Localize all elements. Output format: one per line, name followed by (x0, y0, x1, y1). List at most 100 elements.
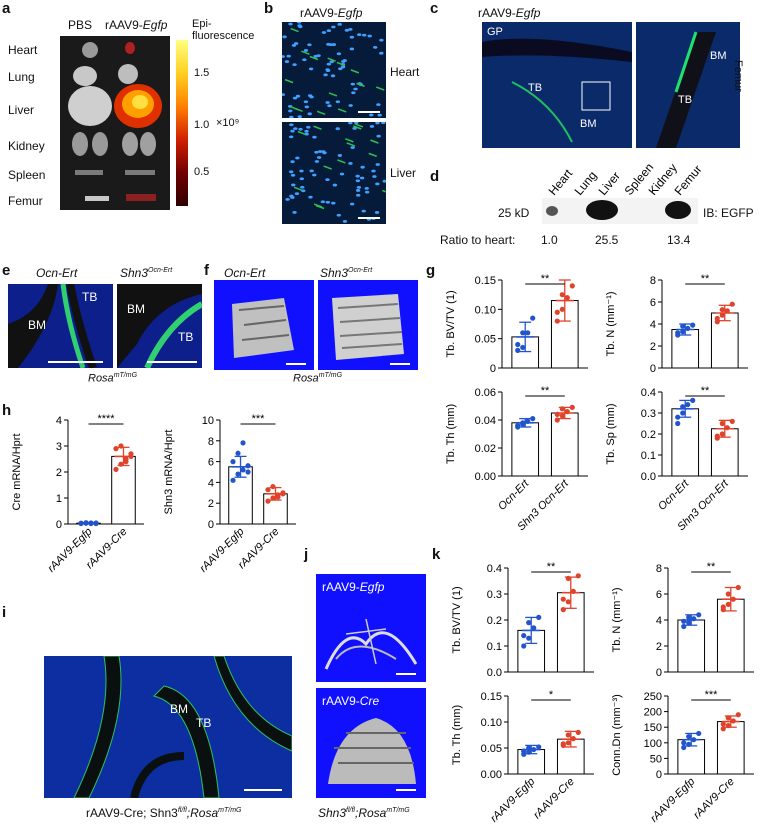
nucleus (295, 94, 301, 98)
nucleus (356, 185, 362, 189)
y-tick-label: 150 (644, 722, 662, 734)
data-point (565, 599, 571, 605)
y-tick-label: 0.10 (475, 304, 496, 316)
organ-label-liver: Liver (8, 103, 35, 117)
label-bm: BM (580, 118, 597, 130)
data-point (719, 431, 725, 437)
nucleus (359, 176, 365, 180)
nucleus (332, 183, 338, 187)
nucleus (293, 127, 298, 130)
gfp-signal (313, 125, 322, 130)
data-point (113, 466, 119, 472)
data-point (725, 601, 731, 607)
chart-k-tb-bv-tv: 0.0 0.1 0.2 0.3 0.4 Tb. BV/TV (1) ** (451, 561, 594, 679)
nucleus (286, 54, 291, 58)
label-gp: GP (487, 26, 503, 38)
nucleus (350, 82, 356, 86)
panel-label-a: a (2, 0, 11, 17)
nucleus (377, 113, 382, 117)
nucleus (290, 173, 296, 177)
nucleus (374, 211, 380, 214)
panel-i-caption: rAAV9-Cre; Shn3fl/fl;RosamT/mG (86, 806, 242, 820)
nucleus (337, 154, 343, 157)
data-point (525, 330, 531, 336)
y-tick-label: 0.1 (487, 641, 502, 653)
data-point (569, 283, 575, 289)
panel-label-f: f (204, 262, 209, 279)
colorbar-tick-1.0: 1.0 (194, 119, 210, 131)
y-tick-label: 0.4 (641, 387, 656, 399)
data-point (720, 721, 726, 727)
nucleus (290, 129, 295, 133)
nucleus (292, 96, 298, 100)
western-blot-strip (542, 198, 698, 224)
x-tick-label: Ocn-Ert (496, 477, 532, 513)
gfp-signal (315, 204, 325, 210)
data-point (696, 612, 702, 618)
y-axis-label: Tb. Sp (mm) (605, 403, 617, 464)
nucleus (320, 200, 326, 204)
panel-j-caption: Shn3fl/fl;RosamT/mG (318, 806, 410, 820)
nucleus (288, 22, 293, 26)
nucleus (326, 62, 332, 66)
panel-label-d: d (430, 168, 440, 185)
panel-e-tb-right: TB (178, 330, 194, 344)
colorbar-tick-0.5: 0.5 (194, 166, 210, 178)
nucleus (369, 125, 375, 128)
data-point (690, 397, 696, 403)
nucleus (375, 163, 380, 166)
gfp-signal (301, 50, 310, 55)
label-tb: TB (528, 82, 543, 94)
nucleus (375, 122, 380, 125)
nucleus (291, 183, 296, 187)
nucleus (312, 173, 317, 177)
nucleus (355, 174, 360, 178)
y-tick-label: 0.15 (475, 275, 496, 287)
y-tick-label: 0.3 (487, 589, 502, 601)
ivis-fluorescence-image (60, 36, 170, 210)
nucleus (299, 177, 304, 181)
panel-label-b: b (264, 0, 274, 17)
nucleus (348, 104, 353, 107)
data-point (521, 633, 527, 639)
colorbar-unit: ×10⁹ (216, 117, 240, 129)
y-tick-label: 4 (656, 615, 662, 627)
organ-label-spleen: Spleen (8, 168, 46, 182)
nucleus (364, 190, 370, 194)
significance-label: ** (701, 385, 710, 397)
ratio-liver: 25.5 (595, 233, 619, 247)
nucleus (381, 122, 386, 125)
x-tick-label: rAAV9-Egfp (488, 776, 537, 825)
data-point (680, 404, 686, 410)
gfp-signal (284, 78, 294, 84)
data-point (526, 620, 532, 626)
significance-label: * (549, 689, 554, 701)
y-tick-label: 4 (650, 319, 656, 331)
data-point (559, 306, 565, 312)
significance-label: *** (252, 413, 266, 425)
y-tick-label: 100 (644, 738, 662, 750)
nucleus (304, 129, 309, 133)
panel-label-c: c (430, 0, 439, 17)
nucleus (325, 101, 330, 104)
data-point (720, 726, 726, 732)
significance-label: *** (705, 689, 719, 701)
chart-g-tb-n: 0 2 4 6 8 Tb. N (mm⁻¹) ** (605, 273, 748, 375)
label-tb-zoom: TB (678, 94, 693, 106)
nucleus (289, 194, 294, 198)
data-point (569, 404, 575, 410)
nucleus (289, 123, 294, 127)
data-point (530, 315, 536, 321)
panel-e-bm-left: BM (28, 318, 46, 332)
nucleus (326, 29, 332, 33)
gfp-signal (290, 27, 299, 33)
gfp-signal (337, 108, 347, 113)
panel-i-micrograph (44, 656, 292, 798)
nucleus (297, 24, 302, 27)
x-tick-label: Ocn-Ert (656, 477, 692, 513)
y-axis-label: Conn.Dn (mm⁻³) (611, 694, 623, 776)
panel-f-right-title: Shn3Ocn-Ert (320, 266, 373, 280)
